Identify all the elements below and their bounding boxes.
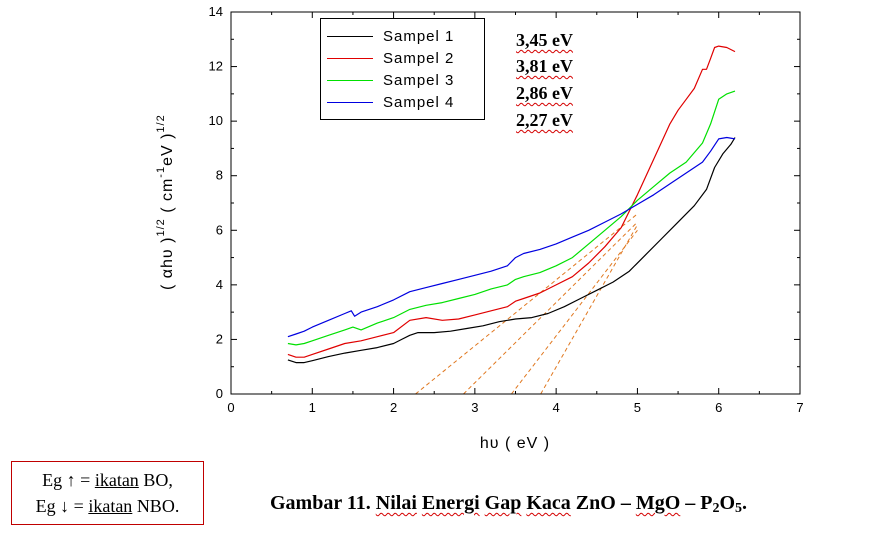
series-line-1 — [287, 137, 736, 364]
energy-gap-label-1: 3,45 eV — [516, 30, 573, 50]
y-tick-label-2: 2 — [216, 331, 223, 346]
series-line-2 — [287, 45, 736, 358]
eg-note-box: Eg ↑ = ikatan BO, Eg ↓ = ikatan NBO. — [11, 461, 204, 525]
fit-line-3 — [511, 229, 638, 395]
y-tick-label-10: 10 — [209, 113, 223, 128]
y-tick-label-8: 8 — [216, 168, 223, 183]
y-tick-label-0: 0 — [216, 386, 223, 401]
ylabel-part-1: 1/2 — [155, 218, 167, 236]
y-tick-label-4: 4 — [216, 277, 223, 292]
series-line-4 — [287, 136, 736, 338]
legend-swatch-1 — [327, 35, 373, 37]
fit-line-2 — [463, 221, 638, 395]
legend-item-sampel-4: Sampel 4 — [327, 92, 454, 112]
x-tick-label-0: 0 — [227, 400, 234, 415]
legend-swatch-3 — [327, 79, 373, 81]
fit-line-4 — [540, 224, 638, 395]
y-tick-label-14: 14 — [209, 4, 223, 19]
legend-swatch-4 — [327, 101, 373, 103]
x-tick-label-5: 5 — [634, 400, 641, 415]
legend-item-sampel-2: Sampel 2 — [327, 48, 454, 68]
figure-caption: Gambar 11. Nilai Energi Gap Kaca ZnO – M… — [270, 492, 748, 516]
ylabel-part-3: -1 — [155, 166, 167, 178]
ylabel-part-0: ( αhυ ) — [159, 237, 176, 290]
x-tick-label-6: 6 — [715, 400, 722, 415]
energy-gap-label-3: 2,86 eV — [516, 83, 573, 103]
x-tick-label-1: 1 — [309, 400, 316, 415]
ylabel-part-5: 1/2 — [155, 114, 167, 132]
note-line-2: Eg ↓ = ikatan NBO. — [35, 496, 180, 516]
x-tick-label-7: 7 — [796, 400, 803, 415]
energy-gap-label-4: 2,27 eV — [516, 110, 573, 130]
ylabel-part-2: ( cm — [159, 178, 176, 219]
y-tick-label-12: 12 — [209, 59, 223, 74]
legend-item-sampel-3: Sampel 3 — [327, 70, 454, 90]
note-line-1: Eg ↑ = ikatan BO, — [42, 470, 173, 490]
y-tick-label-6: 6 — [216, 222, 223, 237]
x-tick-label-4: 4 — [553, 400, 560, 415]
x-tick-label-3: 3 — [471, 400, 478, 415]
legend-label-1: Sampel 1 — [383, 27, 455, 45]
legend: Sampel 1 Sampel 2 Sampel 3 Sampel 4 — [320, 18, 485, 120]
legend-label-4: Sampel 4 — [383, 93, 455, 111]
fit-line-1 — [415, 213, 638, 395]
y-axis-label: ( αhυ )1/2 ( cm-1eV )1/2 — [155, 114, 176, 290]
x-tick-label-2: 2 — [390, 400, 397, 415]
ylabel-part-4: eV ) — [159, 133, 176, 166]
legend-label-3: Sampel 3 — [383, 71, 455, 89]
series-line-3 — [287, 90, 736, 346]
legend-swatch-2 — [327, 57, 373, 59]
energy-gap-label-2: 3,81 eV — [516, 56, 573, 76]
fit-lines — [415, 213, 638, 395]
series-lines — [287, 45, 736, 364]
x-axis-label: hυ ( eV ) — [480, 435, 550, 452]
legend-label-2: Sampel 2 — [383, 49, 455, 67]
svg-text:( αhυ )1/2 ( cm-1eV )1/2: ( αhυ )1/2 ( cm-1eV )1/2 — [155, 114, 176, 290]
legend-item-sampel-1: Sampel 1 — [327, 26, 454, 46]
